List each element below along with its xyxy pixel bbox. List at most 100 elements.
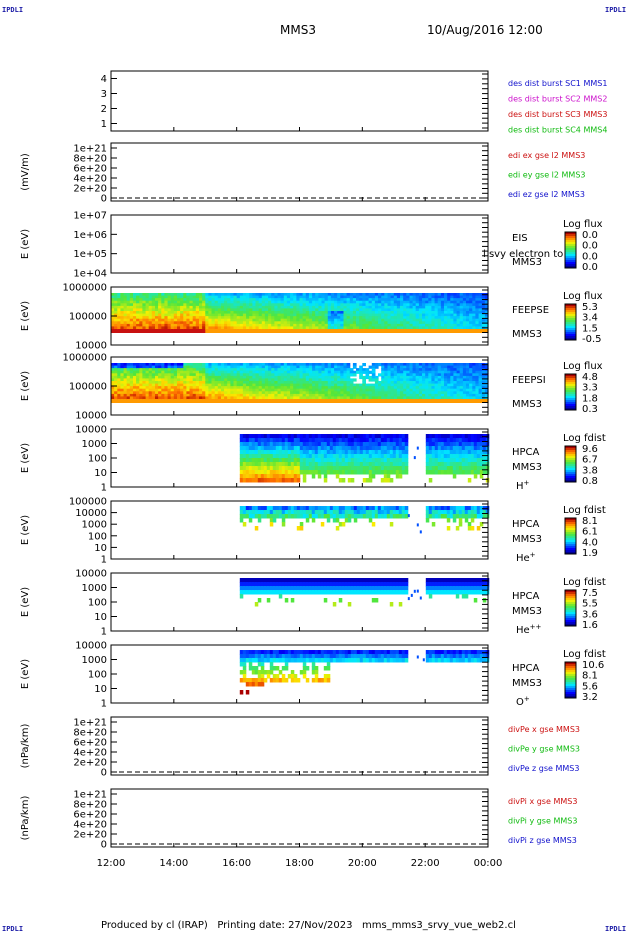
heatmap-cell [296, 295, 301, 299]
heatmap-cell [390, 378, 395, 382]
heatmap-cell [167, 295, 172, 299]
heatmap-cell [343, 293, 348, 297]
heatmap-cell [350, 466, 355, 471]
heatmap-cell [312, 308, 316, 312]
heatmap-cell [346, 326, 351, 330]
heatmap-cell [205, 305, 209, 310]
heatmap-cell [349, 329, 354, 333]
heatmap-cell [330, 316, 335, 320]
heatmap-cell [173, 399, 178, 403]
heatmap-cell [374, 318, 379, 322]
heatmap-cell [221, 375, 225, 380]
heatmap-cell [466, 300, 470, 304]
heatmap-cell [114, 396, 118, 400]
heatmap-cell [403, 295, 407, 299]
heatmap-cell [469, 391, 473, 395]
heatmap-cell [473, 514, 478, 519]
heatmap-cell [126, 303, 131, 307]
heatmap-cell [284, 470, 289, 475]
datetime-title: 10/Aug/2016 12:00 [427, 23, 543, 37]
heatmap-cell [359, 368, 363, 372]
heatmap-cell [437, 378, 442, 382]
heatmap-cell [387, 393, 392, 398]
heatmap-cell [400, 298, 404, 302]
heatmap-cell [374, 434, 379, 439]
heatmap-cell [343, 383, 348, 387]
heatmap-cell [378, 300, 382, 304]
heatmap-cell [286, 370, 291, 374]
heatmap-cell [217, 313, 222, 317]
heatmap-cell [329, 438, 334, 443]
heatmap-cell [344, 438, 349, 443]
heatmap-cell [280, 386, 285, 390]
heatmap-cell [269, 454, 274, 459]
heatmap-cell [346, 386, 351, 390]
heatmap-cell [362, 308, 366, 312]
heatmap-cell [245, 506, 250, 511]
heatmap-cell [239, 383, 244, 387]
heatmap-cell [387, 303, 392, 307]
heatmap-cell [183, 305, 187, 310]
heatmap-cell [239, 305, 244, 310]
heatmap-cell [173, 388, 178, 392]
heatmap-cell [456, 375, 461, 380]
heatmap-cell [139, 323, 143, 328]
heatmap-cell [453, 368, 458, 372]
heatmap-cell [192, 308, 197, 312]
heatmap-cell [296, 462, 301, 467]
heatmap-cell [214, 373, 219, 377]
heatmap-cell [305, 462, 310, 467]
heatmap-cell [242, 373, 247, 377]
heatmap-cell [286, 298, 291, 302]
heatmap-cell [281, 434, 286, 439]
heatmap-cell [217, 300, 222, 304]
heatmap-cell [456, 318, 461, 322]
heatmap-cell [274, 293, 279, 297]
heatmap-cell [205, 318, 209, 322]
heatmap-cell [183, 303, 187, 307]
heatmap-cell [299, 454, 304, 459]
heatmap-cell [437, 311, 442, 315]
heatmap-cell [311, 518, 316, 523]
heatmap-cell [246, 393, 250, 398]
colorbar-cell [565, 238, 576, 241]
heatmap-cell [183, 295, 187, 299]
heatmap-cell [384, 303, 388, 307]
heatmap-cell [462, 293, 467, 297]
heatmap-cell [478, 393, 483, 398]
heatmap-cell [484, 399, 489, 403]
heatmap-cell [186, 326, 191, 330]
heatmap-cell [195, 393, 200, 398]
heatmap-cell [374, 454, 379, 459]
heatmap-cell [437, 323, 442, 328]
heatmap-cell [359, 373, 363, 377]
heatmap-cell [428, 326, 432, 330]
colorbar-title: Log flux [563, 291, 603, 302]
heatmap-cell [406, 399, 410, 403]
heatmap-cell [419, 530, 422, 534]
heatmap-cell [437, 458, 442, 463]
instrument-label: EIS [512, 233, 528, 244]
heatmap-cell [415, 316, 420, 320]
heatmap-cell [431, 381, 436, 385]
heatmap-cell [327, 321, 332, 325]
heatmap-cell [365, 305, 370, 310]
heatmap-cell [415, 305, 420, 310]
heatmap-cell [214, 381, 219, 385]
heatmap-cell [334, 381, 338, 385]
heatmap-cell [412, 303, 417, 307]
heatmap-cell [214, 295, 219, 299]
heatmap-cell [314, 450, 319, 455]
heatmap-cell [374, 298, 379, 302]
heatmap-cell [221, 365, 225, 369]
heatmap-cell [422, 305, 426, 310]
heatmap-cell [340, 383, 344, 387]
heatmap-cell [211, 368, 216, 372]
heatmap-cell [214, 388, 219, 392]
heatmap-cell [456, 399, 461, 403]
heatmap-cell [362, 298, 366, 302]
heatmap-cell [341, 466, 346, 471]
heatmap-cell [255, 308, 260, 312]
heatmap-cell [177, 399, 181, 403]
heatmap-cell [346, 381, 351, 385]
